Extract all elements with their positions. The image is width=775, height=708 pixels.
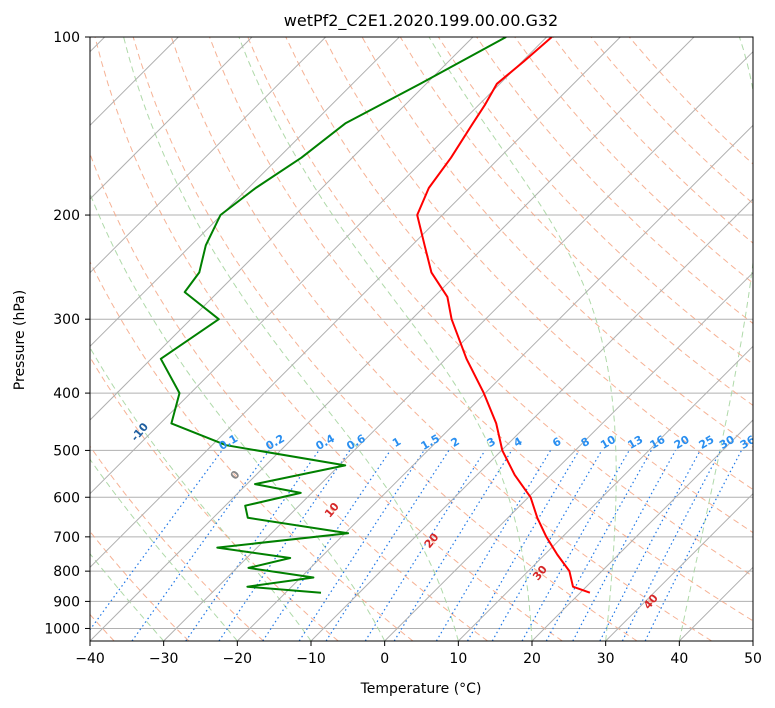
x-tick-label: 0 <box>380 651 389 667</box>
dry-adiabat <box>514 37 753 284</box>
skewed-isotherm <box>163 50 753 641</box>
x-tick-label: 30 <box>597 651 615 667</box>
x-tick-label: −30 <box>149 651 179 667</box>
moist-adiabat <box>428 37 617 641</box>
temperature-profile-line <box>416 37 591 594</box>
dry-adiabat <box>476 37 753 325</box>
skewed-isotherm <box>236 124 753 641</box>
mixing-ratio-line <box>298 450 425 641</box>
y-tick-label: 700 <box>53 530 80 546</box>
moist-adiabat <box>123 37 459 641</box>
x-tick-label: 50 <box>744 651 762 667</box>
skewed-isotherm <box>90 37 548 495</box>
chart-title: wetPf2_C2E1.2020.199.00.00.G32 <box>284 11 558 31</box>
moist-adiabat <box>90 192 386 641</box>
x-tick-label: 10 <box>449 651 467 667</box>
y-axis-label: Pressure (hPa) <box>12 290 28 390</box>
dry-adiabat <box>132 37 638 641</box>
y-tick-label: 900 <box>53 594 80 610</box>
dry-adiabat <box>170 37 712 641</box>
moist-adiabat <box>238 37 533 641</box>
mixing-ratio-line <box>545 450 652 641</box>
x-tick-label: 40 <box>670 651 688 667</box>
mixing-ratio-line <box>218 450 351 641</box>
mixing-ratio-line <box>435 450 552 641</box>
x-tick-label: −40 <box>75 651 105 667</box>
plot-frame <box>89 36 754 642</box>
skewed-isotherm <box>90 37 327 274</box>
mixing-ratio-line <box>466 450 580 641</box>
dry-adiabat <box>247 37 753 577</box>
skewed-isotherm <box>605 492 753 641</box>
y-tick-label: 1000 <box>44 621 80 637</box>
moist-adiabat <box>90 458 238 641</box>
mixing-ratio-line <box>325 450 450 641</box>
y-tick-label: 400 <box>53 386 80 402</box>
y-tick-label: 500 <box>53 443 80 459</box>
dry-adiabat <box>90 445 264 641</box>
skewed-isotherm <box>90 37 695 641</box>
y-tick-label: 200 <box>53 208 80 224</box>
mixing-ratio-line <box>262 450 391 641</box>
dry-adiabat <box>90 260 414 641</box>
skewed-isotherm <box>90 37 400 348</box>
y-tick-label: 600 <box>53 490 80 506</box>
y-tick-label: 300 <box>53 312 80 328</box>
y-tick-label: 800 <box>53 564 80 580</box>
skewed-isotherm <box>90 37 621 569</box>
dewpoint-profile-line <box>159 37 507 594</box>
skewed-isotherm <box>457 345 753 641</box>
skewed-isotherm <box>90 37 474 421</box>
x-axis-label: Temperature (°C) <box>360 681 482 697</box>
dry-adiabat <box>94 37 563 641</box>
dry-adiabat <box>209 37 753 622</box>
skewed-isotherm <box>90 37 253 200</box>
dry-adiabat <box>323 37 753 491</box>
skewed-isotherm <box>531 419 753 641</box>
x-tick-label: 20 <box>523 651 541 667</box>
skewed-isotherm <box>310 198 753 641</box>
moist-adiabat <box>678 37 753 641</box>
mixing-ratio-line <box>185 450 320 641</box>
mixing-ratio-label: 36 <box>738 433 758 452</box>
mixing-ratio-line <box>572 450 677 641</box>
mixing-ratio-line <box>364 450 486 641</box>
skewed-isotherm <box>384 271 753 641</box>
moist-adiabat <box>90 552 165 641</box>
dry-adiabat <box>285 37 753 534</box>
y-tick-label: 100 <box>53 30 80 46</box>
x-tick-label: −10 <box>296 651 326 667</box>
x-tick-label: −20 <box>223 651 253 667</box>
